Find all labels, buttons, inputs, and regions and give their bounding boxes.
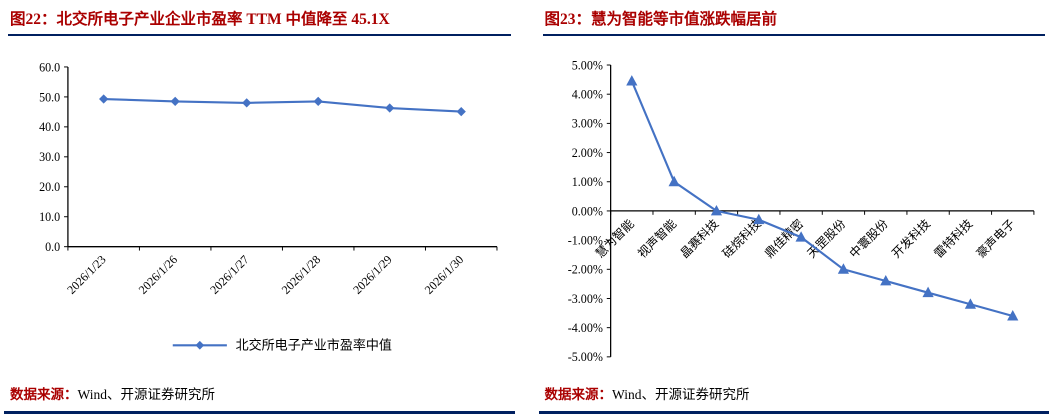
svg-text:-3.00%: -3.00%	[567, 292, 602, 306]
figure-23-source: 数据来源：Wind、开源证券研究所	[543, 381, 1046, 411]
svg-text:3.00%: 3.00%	[571, 117, 602, 131]
svg-text:开发科技: 开发科技	[888, 216, 933, 261]
svg-text:0.0: 0.0	[45, 240, 60, 254]
svg-text:30.0: 30.0	[39, 150, 60, 164]
svg-text:中寰股份: 中寰股份	[846, 216, 891, 261]
source-text: Wind、开源证券研究所	[77, 387, 215, 402]
svg-text:60.0: 60.0	[39, 60, 60, 74]
svg-text:40.0: 40.0	[39, 120, 60, 134]
figure-22-title: 图22：北交所电子产业企业市盈率 TTM 中值降至 45.1X	[8, 0, 511, 36]
figure-23-panel: 图23：慧为智能等市值涨跌幅居前 -5.00% -4.00% -3.00% -2.00…	[538, 0, 1049, 414]
source-text: Wind、开源证券研究所	[612, 387, 750, 402]
svg-text:1.00%: 1.00%	[571, 175, 602, 189]
svg-text:2026/1/26: 2026/1/26	[136, 252, 180, 296]
svg-text:2026/1/30: 2026/1/30	[422, 252, 466, 296]
svg-text:2.00%: 2.00%	[571, 146, 602, 160]
svg-text:0.00%: 0.00%	[571, 204, 602, 218]
figure-22-panel: 图22：北交所电子产业企业市盈率 TTM 中值降至 45.1X 0.0 10.0 2…	[4, 0, 515, 414]
figure-22-source: 数据来源：Wind、开源证券研究所	[8, 381, 511, 411]
svg-text:50.0: 50.0	[39, 90, 60, 104]
svg-text:豪声电子: 豪声电子	[973, 216, 1018, 261]
pe-ttm-median-line-chart: 0.0 10.0 20.0 30.0 40.0 50.0 60.0 2026/1/23 2026…	[39, 60, 498, 353]
svg-text:雷特科技: 雷特科技	[930, 216, 975, 261]
svg-text:5.00%: 5.00%	[571, 58, 602, 72]
source-label: 数据来源：	[10, 387, 78, 402]
svg-text:2026/1/27: 2026/1/27	[207, 252, 251, 296]
svg-text:-5.00%: -5.00%	[567, 350, 602, 364]
figure-23-chart-area: -5.00% -4.00% -3.00% -2.00% -1.00% 0.00% 1.00%…	[543, 36, 1046, 381]
svg-text:2026/1/28: 2026/1/28	[279, 252, 323, 296]
svg-text:-2.00%: -2.00%	[567, 263, 602, 277]
svg-text:天罡股份: 天罡股份	[804, 217, 848, 261]
svg-text:-1.00%: -1.00%	[567, 233, 602, 247]
market-cap-change-line-chart: -5.00% -4.00% -3.00% -2.00% -1.00% 0.00% 1.00%…	[567, 58, 1034, 364]
svg-text:20.0: 20.0	[39, 180, 60, 194]
figure-23-title: 图23：慧为智能等市值涨跌幅居前	[542, 0, 1045, 36]
svg-text:10.0: 10.0	[39, 210, 60, 224]
svg-text:晶赛科技: 晶赛科技	[676, 216, 721, 261]
svg-text:2026/1/23: 2026/1/23	[64, 252, 108, 296]
svg-text:4.00%: 4.00%	[571, 88, 602, 102]
svg-text:北交所电子产业市盈率中值: 北交所电子产业市盈率中值	[236, 338, 392, 353]
svg-text:视声智能: 视声智能	[634, 216, 679, 261]
svg-text:2026/1/29: 2026/1/29	[350, 252, 394, 296]
source-label: 数据来源：	[544, 387, 613, 402]
svg-text:-4.00%: -4.00%	[567, 321, 602, 335]
figure-22-chart-area: 0.0 10.0 20.0 30.0 40.0 50.0 60.0 2026/1/23 2026…	[8, 36, 511, 381]
